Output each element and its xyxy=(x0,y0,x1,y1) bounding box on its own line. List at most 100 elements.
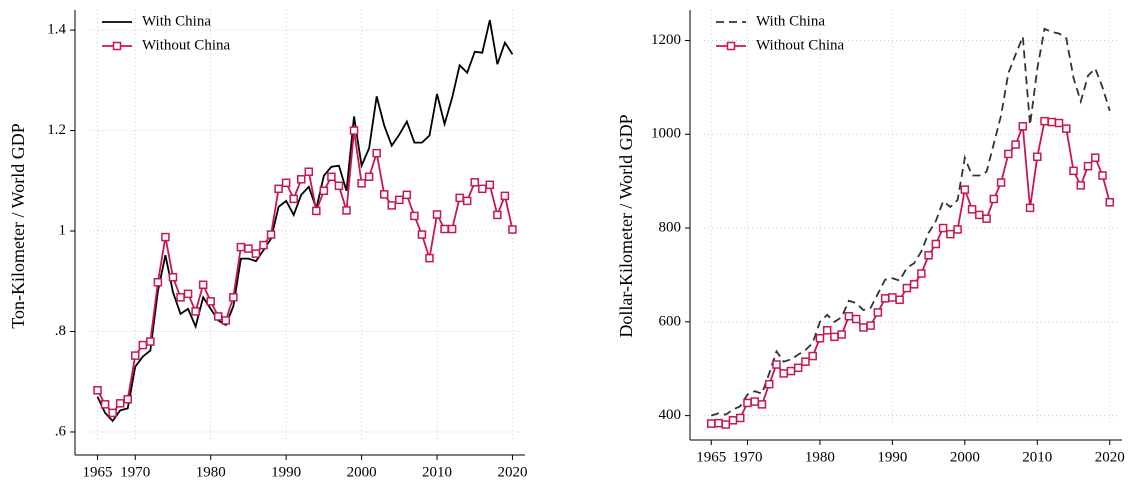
marker xyxy=(334,181,344,191)
marker xyxy=(213,312,223,321)
marker xyxy=(1040,116,1049,126)
legend-marker xyxy=(726,41,736,51)
marker xyxy=(357,179,366,188)
marker xyxy=(793,363,803,373)
legend-marker xyxy=(112,41,122,51)
marker xyxy=(931,239,941,249)
marker xyxy=(1062,124,1071,133)
marker xyxy=(304,167,314,176)
marker xyxy=(462,196,472,206)
x-tick-label: 2000 xyxy=(347,464,377,480)
y-tick-label: 800 xyxy=(659,219,682,235)
marker xyxy=(808,351,817,361)
marker xyxy=(1069,166,1078,176)
marker xyxy=(779,369,788,378)
marker xyxy=(470,178,479,187)
marker xyxy=(93,386,102,395)
marker xyxy=(917,269,926,278)
marker xyxy=(1091,153,1100,162)
marker xyxy=(402,190,412,200)
marker xyxy=(138,340,148,350)
marker xyxy=(410,211,419,221)
marker xyxy=(115,399,125,408)
marker xyxy=(327,172,336,182)
marker xyxy=(743,398,752,408)
marker xyxy=(183,289,193,299)
marker xyxy=(372,148,381,158)
marker xyxy=(830,332,839,342)
marker xyxy=(946,229,955,239)
marker xyxy=(801,357,810,366)
marker xyxy=(1025,203,1035,213)
marker xyxy=(866,321,875,330)
marker xyxy=(123,395,132,404)
marker xyxy=(425,253,434,263)
marker xyxy=(319,186,329,196)
x-tick-label: 1990 xyxy=(271,464,301,480)
marker xyxy=(364,172,374,182)
marker xyxy=(750,397,759,406)
x-tick-label: 1980 xyxy=(196,464,226,480)
marker xyxy=(735,413,745,423)
marker xyxy=(1004,149,1013,159)
x-tick-label: 2010 xyxy=(1022,449,1052,465)
marker xyxy=(721,420,730,429)
x-tick-label: 1965 xyxy=(696,449,726,465)
marker xyxy=(191,307,200,316)
marker xyxy=(924,250,933,260)
marker xyxy=(1098,171,1107,180)
x-tick-label: 1980 xyxy=(805,449,835,465)
x-tick-label: 1970 xyxy=(732,449,762,465)
marker xyxy=(851,314,861,324)
legend-label: Without China xyxy=(142,37,230,53)
y-tick-label: 400 xyxy=(659,407,682,423)
marker xyxy=(844,311,854,321)
y-axis-title: Dollar-Kilometer / World GDP xyxy=(616,114,636,337)
marker xyxy=(251,249,261,258)
marker xyxy=(975,210,984,220)
marker xyxy=(176,293,185,302)
marker xyxy=(1011,140,1020,149)
x-tick-label: 2000 xyxy=(950,449,980,465)
marker xyxy=(198,280,208,290)
marker xyxy=(953,225,962,234)
marker xyxy=(895,295,904,305)
marker xyxy=(342,206,351,215)
marker xyxy=(1018,122,1028,131)
marker xyxy=(455,193,464,203)
marker xyxy=(387,201,397,210)
series-line xyxy=(710,27,1111,417)
marker xyxy=(1105,198,1115,207)
marker xyxy=(873,308,883,317)
marker xyxy=(312,206,321,216)
marker xyxy=(982,214,991,223)
marker xyxy=(485,180,495,190)
marker xyxy=(440,224,449,234)
x-tick-label: 1965 xyxy=(83,464,113,480)
marker xyxy=(909,280,919,289)
marker xyxy=(888,293,897,302)
y-tick-label: .6 xyxy=(55,423,67,439)
marker xyxy=(349,126,359,135)
y-tick-label: .8 xyxy=(55,323,66,339)
y-tick-label: 600 xyxy=(659,313,682,329)
marker xyxy=(161,232,170,242)
marker xyxy=(266,230,276,239)
marker xyxy=(108,408,117,418)
y-tick-label: 1000 xyxy=(651,126,681,142)
marker xyxy=(281,178,291,188)
legend-label: Without China xyxy=(756,37,844,53)
marker xyxy=(432,210,442,219)
series-line xyxy=(711,120,1111,426)
legend-label: With China xyxy=(142,13,211,29)
marker xyxy=(206,297,215,306)
marker xyxy=(417,230,427,239)
marker xyxy=(967,205,977,214)
marker xyxy=(960,185,970,194)
marker xyxy=(706,419,716,428)
y-tick-label: 1.4 xyxy=(47,22,66,38)
x-tick-label: 2020 xyxy=(1095,449,1125,465)
marker xyxy=(989,194,999,204)
marker xyxy=(274,184,283,194)
